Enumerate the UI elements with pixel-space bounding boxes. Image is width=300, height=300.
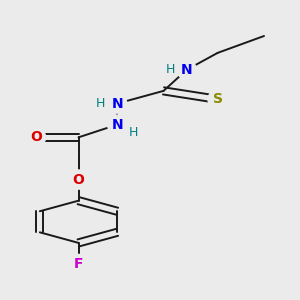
Text: S: S bbox=[213, 92, 223, 106]
Circle shape bbox=[69, 254, 88, 274]
Text: O: O bbox=[73, 172, 84, 187]
Text: N: N bbox=[181, 63, 193, 77]
Text: H: H bbox=[166, 63, 175, 76]
Text: F: F bbox=[74, 257, 83, 271]
Text: H: H bbox=[129, 126, 138, 139]
Circle shape bbox=[177, 60, 196, 80]
Text: O: O bbox=[30, 130, 42, 144]
Circle shape bbox=[26, 128, 46, 147]
Circle shape bbox=[108, 94, 127, 113]
Circle shape bbox=[208, 90, 227, 109]
Text: H: H bbox=[96, 97, 105, 110]
Text: N: N bbox=[111, 97, 123, 111]
Circle shape bbox=[108, 115, 127, 134]
Circle shape bbox=[69, 170, 88, 189]
Text: N: N bbox=[111, 118, 123, 132]
